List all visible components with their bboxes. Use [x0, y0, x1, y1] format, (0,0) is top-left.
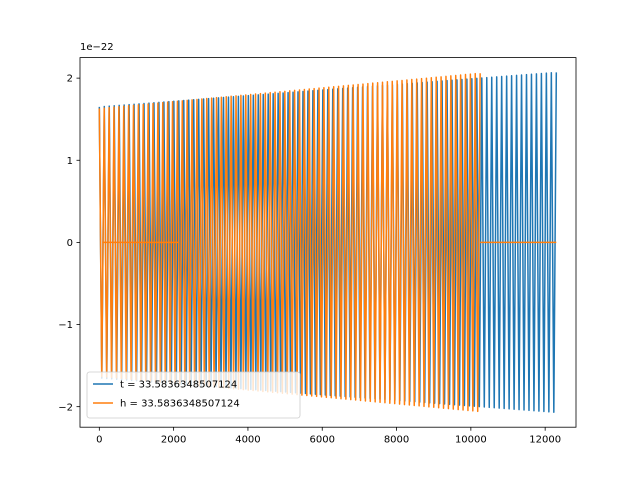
y-tick-label-0: −2	[58, 402, 73, 413]
legend-label-0: t = 33.5836348507124	[120, 380, 237, 391]
x-tick-label-0: 0	[96, 435, 102, 446]
y-tick-label-1: −1	[58, 320, 73, 331]
series-line-1	[98, 72, 481, 413]
x-tick-label-6: 12000	[529, 435, 561, 446]
y-offset-label: 1e−22	[80, 42, 114, 53]
series-layer	[98, 72, 558, 413]
y-tick-label-2: 0	[67, 238, 73, 249]
x-tick-label-3: 6000	[310, 435, 335, 446]
y-tick-label-3: 1	[67, 156, 73, 167]
series-1	[98, 72, 557, 413]
legend-box	[86, 371, 301, 419]
legend: t = 33.5836348507124 h = 33.5836348507124	[86, 371, 301, 419]
x-axis: 0 2000 4000 6000 8000 10000 12000	[96, 427, 561, 446]
x-tick-label-5: 10000	[455, 435, 487, 446]
legend-label-1: h = 33.5836348507124	[120, 399, 240, 410]
x-tick-label-2: 4000	[235, 435, 260, 446]
x-tick-label-4: 8000	[384, 435, 409, 446]
x-tick-label-1: 2000	[161, 435, 186, 446]
y-axis: −2 −1 0 1 2	[58, 74, 80, 413]
y-tick-label-4: 2	[67, 74, 73, 85]
